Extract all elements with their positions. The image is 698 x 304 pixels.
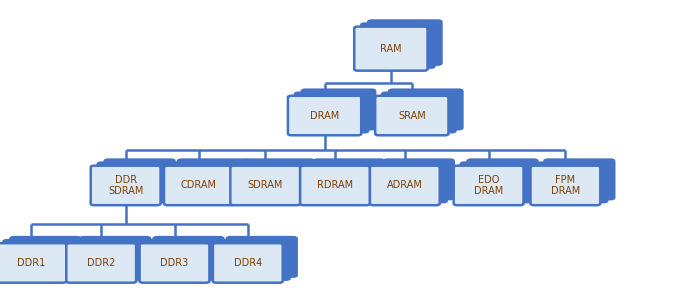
- FancyBboxPatch shape: [537, 163, 607, 202]
- FancyBboxPatch shape: [105, 160, 174, 199]
- FancyBboxPatch shape: [288, 96, 362, 135]
- FancyBboxPatch shape: [178, 160, 248, 199]
- Text: SRAM: SRAM: [398, 111, 426, 120]
- FancyBboxPatch shape: [10, 237, 80, 277]
- FancyBboxPatch shape: [164, 166, 234, 205]
- FancyBboxPatch shape: [383, 93, 455, 132]
- Text: CDRAM: CDRAM: [181, 181, 217, 190]
- FancyBboxPatch shape: [213, 243, 283, 283]
- Text: DDR2: DDR2: [87, 258, 115, 268]
- FancyBboxPatch shape: [370, 166, 440, 205]
- FancyBboxPatch shape: [307, 163, 377, 202]
- FancyBboxPatch shape: [154, 237, 223, 277]
- FancyBboxPatch shape: [468, 160, 537, 199]
- FancyBboxPatch shape: [461, 163, 530, 202]
- FancyBboxPatch shape: [244, 160, 314, 199]
- Text: ADRAM: ADRAM: [387, 181, 423, 190]
- FancyBboxPatch shape: [98, 163, 168, 202]
- Text: DDR4: DDR4: [234, 258, 262, 268]
- FancyBboxPatch shape: [140, 243, 209, 283]
- Text: EDO
DRAM: EDO DRAM: [474, 174, 503, 196]
- FancyBboxPatch shape: [384, 160, 454, 199]
- FancyBboxPatch shape: [314, 160, 384, 199]
- FancyBboxPatch shape: [389, 90, 462, 129]
- FancyBboxPatch shape: [73, 240, 143, 280]
- FancyBboxPatch shape: [0, 243, 66, 283]
- Text: DDR3: DDR3: [161, 258, 188, 268]
- FancyBboxPatch shape: [66, 243, 136, 283]
- FancyBboxPatch shape: [369, 21, 442, 65]
- FancyBboxPatch shape: [377, 163, 447, 202]
- FancyBboxPatch shape: [300, 166, 370, 205]
- FancyBboxPatch shape: [376, 96, 448, 135]
- FancyBboxPatch shape: [91, 166, 161, 205]
- FancyBboxPatch shape: [220, 240, 290, 280]
- Text: RDRAM: RDRAM: [317, 181, 353, 190]
- FancyBboxPatch shape: [147, 240, 216, 280]
- FancyBboxPatch shape: [80, 237, 150, 277]
- FancyBboxPatch shape: [362, 24, 434, 68]
- FancyBboxPatch shape: [230, 166, 300, 205]
- FancyBboxPatch shape: [530, 166, 600, 205]
- Text: DRAM: DRAM: [310, 111, 339, 120]
- Text: FPM
DRAM: FPM DRAM: [551, 174, 580, 196]
- Text: DDR
SDRAM: DDR SDRAM: [108, 174, 143, 196]
- FancyBboxPatch shape: [3, 240, 73, 280]
- FancyBboxPatch shape: [237, 163, 307, 202]
- FancyBboxPatch shape: [355, 27, 427, 71]
- FancyBboxPatch shape: [171, 163, 241, 202]
- FancyBboxPatch shape: [295, 93, 369, 132]
- FancyBboxPatch shape: [227, 237, 297, 277]
- Text: RAM: RAM: [380, 44, 401, 54]
- Text: SDRAM: SDRAM: [248, 181, 283, 190]
- FancyBboxPatch shape: [302, 90, 376, 129]
- FancyBboxPatch shape: [544, 160, 614, 199]
- FancyBboxPatch shape: [454, 166, 524, 205]
- Text: DDR1: DDR1: [17, 258, 45, 268]
